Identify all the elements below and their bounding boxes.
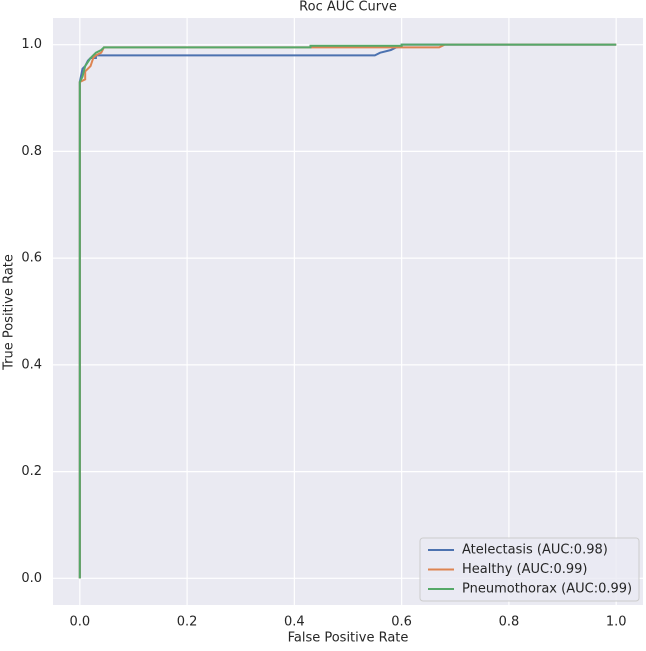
legend-label: Healthy (AUC:0.99) bbox=[462, 562, 587, 577]
legend-label: Atelectasis (AUC:0.98) bbox=[462, 543, 608, 558]
x-tick-label: 1.0 bbox=[606, 615, 627, 630]
grid bbox=[53, 18, 643, 605]
y-tick-label: 0.4 bbox=[21, 357, 42, 372]
y-tick-label: 0.8 bbox=[21, 144, 42, 159]
x-tick-label: 0.0 bbox=[69, 615, 90, 630]
y-tick-label: 1.0 bbox=[21, 37, 42, 52]
x-axis-label: False Positive Rate bbox=[288, 631, 409, 646]
plot-area bbox=[53, 18, 643, 605]
chart-title: Roc AUC Curve bbox=[299, 0, 397, 15]
y-tick-label: 0.2 bbox=[21, 464, 42, 479]
roc-line bbox=[78, 43, 617, 579]
y-tick-label: 0.0 bbox=[21, 571, 42, 586]
x-tick-label: 0.2 bbox=[177, 615, 198, 630]
y-axis-label: True Positive Rate bbox=[2, 254, 17, 371]
legend: Atelectasis (AUC:0.98) Healthy (AUC:0.99)… bbox=[419, 537, 640, 602]
x-tick-label: 0.8 bbox=[499, 615, 520, 630]
lines bbox=[78, 43, 617, 579]
y-tick-label: 0.6 bbox=[21, 251, 42, 266]
legend-label: Pneumothorax (AUC:0.99) bbox=[462, 582, 632, 597]
x-tick-label: 0.4 bbox=[284, 615, 305, 630]
roc-line bbox=[78, 43, 617, 579]
legend-box bbox=[419, 537, 640, 602]
x-tick-label: 0.6 bbox=[391, 615, 412, 630]
